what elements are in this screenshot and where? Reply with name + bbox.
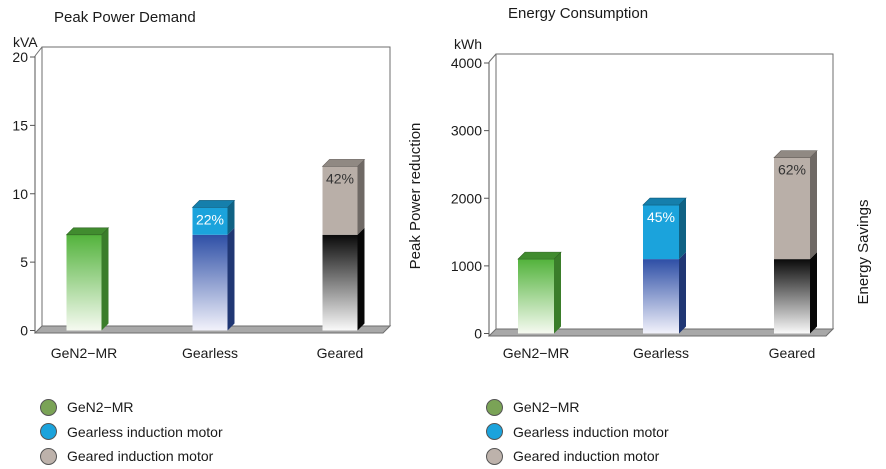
legend-item: Gearless induction motor — [40, 420, 223, 445]
x-tick-label: Gearless — [633, 345, 689, 361]
bar-base-side — [810, 252, 817, 334]
legend-label: Gearless induction motor — [67, 423, 223, 440]
x-tick-label: Geared — [769, 345, 816, 361]
y-unit-label: kWh — [454, 36, 482, 52]
bar-base-side — [227, 227, 235, 331]
y-tick-label: 0 — [20, 323, 28, 339]
reduction-data-label: 22% — [196, 211, 224, 227]
legend-item: GeN2−MR — [40, 395, 223, 420]
bars: 45% 62% — [517, 150, 818, 334]
legend-label: Geared induction motor — [67, 448, 214, 465]
bar-reduction-side — [227, 200, 235, 235]
side-label: Energy Savings — [855, 199, 872, 304]
x-tick-label: Gearless — [182, 345, 238, 361]
y-tick-label: 0 — [474, 326, 482, 342]
back-wall-left-edge — [34, 46, 43, 57]
y-ticks: 0 5 10 15 20 — [12, 49, 35, 339]
legend-swatch-icon — [486, 423, 503, 441]
bar-top-face — [321, 159, 366, 167]
bar-base-segment — [518, 259, 554, 334]
legend-swatch-icon — [40, 447, 57, 465]
y-tick-label: 5 — [20, 254, 28, 270]
legend-swatch-icon — [486, 398, 503, 416]
bar-reduction-segment — [192, 207, 228, 235]
bar-base-segment — [192, 234, 228, 331]
bar-top-face — [773, 150, 818, 158]
y-unit-label: kVA — [13, 34, 38, 50]
bar-base-segment — [643, 259, 679, 334]
reduction-data-label: 45% — [647, 209, 675, 225]
reduction-data-label: 62% — [778, 162, 806, 178]
legend-swatch-icon — [486, 447, 503, 465]
legend-item: Geared induction motor — [40, 444, 223, 469]
peak-power-chart: Peak Power Demand kVA Peak Power reducti… — [12, 9, 424, 361]
y-tick-label: 20 — [12, 49, 28, 65]
bar-base-segment — [66, 234, 102, 331]
bar-top-face — [191, 200, 236, 208]
bar-top-face — [642, 197, 687, 206]
legend-swatch-icon — [40, 398, 57, 416]
legend-swatch-icon — [40, 423, 57, 441]
legend-left: GeN2−MR Gearless induction motor Geared … — [40, 395, 223, 469]
bar-reduction-segment — [774, 157, 810, 260]
bar-base-segment — [774, 259, 810, 334]
bar-reduction-side — [357, 159, 365, 235]
bar-base-side — [554, 252, 561, 334]
legend-item: GeN2−MR — [486, 395, 669, 420]
y-tick-label: 15 — [12, 117, 28, 133]
bar-base-side — [679, 252, 686, 334]
reduction-data-label: 42% — [326, 170, 354, 186]
bar-reduction-side — [679, 198, 686, 260]
legend-item: Gearless induction motor — [486, 420, 669, 445]
bar-reduction-segment — [643, 205, 679, 260]
x-tick-label: GeN2−MR — [51, 345, 118, 361]
y-tick-label: 4000 — [451, 55, 482, 71]
x-tick-label: GeN2−MR — [503, 345, 570, 361]
bars: 22% 42% — [65, 159, 366, 331]
y-tick-label: 1000 — [451, 258, 482, 274]
chart-title: Peak Power Demand — [54, 9, 196, 26]
bar-base-side — [101, 227, 109, 331]
back-wall-left-edge — [488, 53, 497, 63]
side-label: Peak Power reduction — [407, 123, 424, 270]
energy-consumption-chart: Energy Consumption kWh Energy Savings 0 1… — [451, 5, 872, 361]
y-tick-label: 2000 — [451, 190, 482, 206]
bar-reduction-segment — [322, 166, 358, 235]
y-tick-label: 10 — [12, 186, 28, 202]
legend-right: GeN2−MR Gearless induction motor Geared … — [486, 395, 669, 469]
bar-top-face — [65, 227, 110, 236]
legend-item: Geared induction motor — [486, 444, 669, 469]
legend-label: Gearless induction motor — [513, 423, 669, 440]
x-tick-label: Geared — [317, 345, 364, 361]
chart-title: Energy Consumption — [508, 5, 648, 22]
x-tick-labels: GeN2−MR Gearless Geared — [503, 345, 816, 361]
y-ticks: 0 1000 2000 3000 4000 — [451, 55, 489, 342]
y-tick-label: 3000 — [451, 123, 482, 139]
bar-base-side — [357, 227, 365, 331]
bar-base-segment — [322, 234, 358, 331]
legend-label: GeN2−MR — [513, 399, 580, 416]
legend-label: Geared induction motor — [513, 448, 660, 465]
bar-reduction-side — [810, 150, 817, 260]
legend-label: GeN2−MR — [67, 399, 134, 416]
x-tick-labels: GeN2−MR Gearless Geared — [51, 345, 364, 361]
bar-top-face — [517, 251, 562, 260]
